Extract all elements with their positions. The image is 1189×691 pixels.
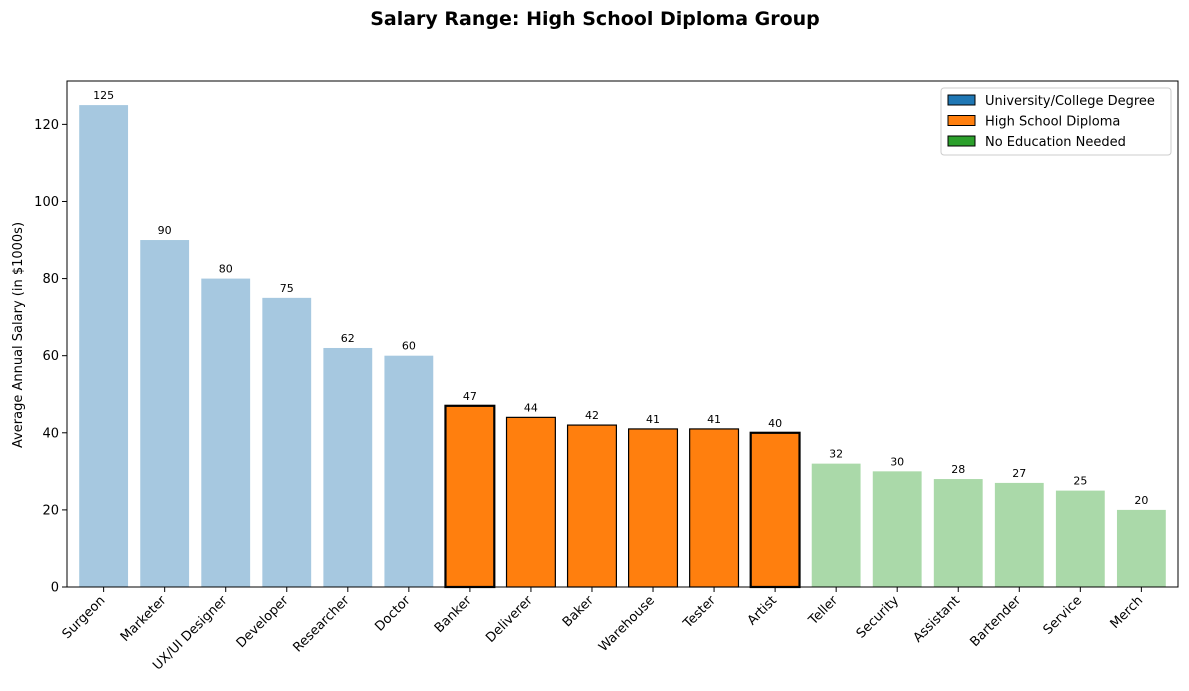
bar-value-label: 125 — [93, 89, 114, 102]
x-tick-label: Marketer — [118, 593, 170, 645]
x-tick-label: Service — [1041, 593, 1086, 638]
bar-value-label: 75 — [280, 282, 294, 295]
y-tick-label: 100 — [34, 195, 59, 210]
legend-label: University/College Degree — [985, 94, 1155, 109]
x-tick-label: Researcher — [290, 593, 353, 656]
bars: 125 90 80 75 62 60 47 44 42 41 41 40 32 30 28 27 25 20 — [79, 89, 1166, 589]
x-tick-label: Artist — [745, 593, 780, 628]
legend-label: No Education Needed — [985, 135, 1126, 150]
bar-ux-ui-designer — [201, 278, 251, 587]
bar-value-label: 42 — [585, 409, 599, 422]
bar-researcher — [323, 347, 373, 587]
bar-value-label: 32 — [829, 448, 843, 461]
bar-surgeon — [79, 105, 129, 587]
bar-bartender — [994, 482, 1044, 587]
legend: University/College Degree High School Dip… — [940, 87, 1172, 156]
bar-warehouse — [628, 428, 679, 588]
bar-value-label: 30 — [890, 455, 904, 468]
bar-value-label: 60 — [402, 340, 416, 353]
bar-doctor — [384, 355, 434, 587]
x-tick-label: Banker — [432, 593, 475, 636]
plot-frame — [66, 80, 1179, 588]
bar-value-label: 20 — [1134, 494, 1148, 507]
y-tick-label: 40 — [42, 426, 59, 441]
bar-teller — [811, 463, 861, 587]
y-tick-label: 0 — [51, 581, 59, 596]
bar-developer — [262, 297, 312, 587]
x-tick-label: Doctor — [372, 593, 414, 635]
x-tick-label: Developer — [234, 593, 292, 651]
bar-value-label: 28 — [951, 463, 965, 476]
legend-label: High School Diploma — [985, 115, 1120, 130]
x-tick-label: Deliverer — [483, 593, 536, 646]
x-tick-label: Merch — [1108, 593, 1147, 632]
y-tick-label: 80 — [42, 272, 59, 287]
legend-box — [940, 87, 1172, 156]
bar-value-label: 41 — [707, 413, 721, 426]
bar-security — [872, 471, 922, 587]
x-tick-label: Baker — [560, 593, 597, 630]
bar-baker — [566, 424, 617, 588]
legend-swatch — [947, 94, 976, 106]
bar-value-label: 44 — [524, 401, 538, 414]
bar-deliverer — [505, 416, 556, 588]
x-tick-label: Teller — [805, 593, 841, 629]
x-tick-label: Assistant — [911, 593, 963, 645]
y-axis-label: Average Annual Salary (in $1000s) — [11, 222, 26, 448]
y-tick-label: 60 — [42, 349, 59, 364]
x-tick-label: Tester — [680, 593, 719, 632]
bar-value-label: 80 — [219, 263, 233, 276]
bar-value-label: 47 — [463, 390, 477, 403]
x-tick-label: Security — [854, 593, 903, 642]
bar-merch — [1116, 509, 1166, 587]
bar-value-label: 62 — [341, 332, 355, 345]
y-tick-label: 120 — [34, 118, 59, 133]
legend-swatch — [947, 135, 976, 147]
bar-service — [1055, 490, 1105, 587]
y-axis-ticks: 0 20 40 60 80 100 120 — [34, 118, 67, 596]
bar-marketer — [140, 240, 190, 587]
legend-swatch — [947, 115, 976, 126]
bar-value-label: 25 — [1073, 475, 1087, 488]
bar-banker — [444, 404, 496, 589]
x-tick-label: Bartender — [967, 593, 1024, 650]
y-tick-label: 20 — [42, 503, 59, 518]
x-tick-label: Surgeon — [60, 593, 109, 642]
x-tick-label: Warehouse — [596, 593, 658, 655]
bar-tester — [689, 428, 740, 588]
bar-assistant — [933, 479, 983, 587]
bar-value-label: 40 — [768, 417, 782, 430]
bar-value-label: 41 — [646, 413, 660, 426]
bar-value-label: 27 — [1012, 467, 1026, 480]
chart-title: Salary Range: High School Diploma Group — [370, 8, 820, 30]
bar-artist — [749, 431, 801, 589]
bar-value-label: 90 — [158, 224, 172, 237]
